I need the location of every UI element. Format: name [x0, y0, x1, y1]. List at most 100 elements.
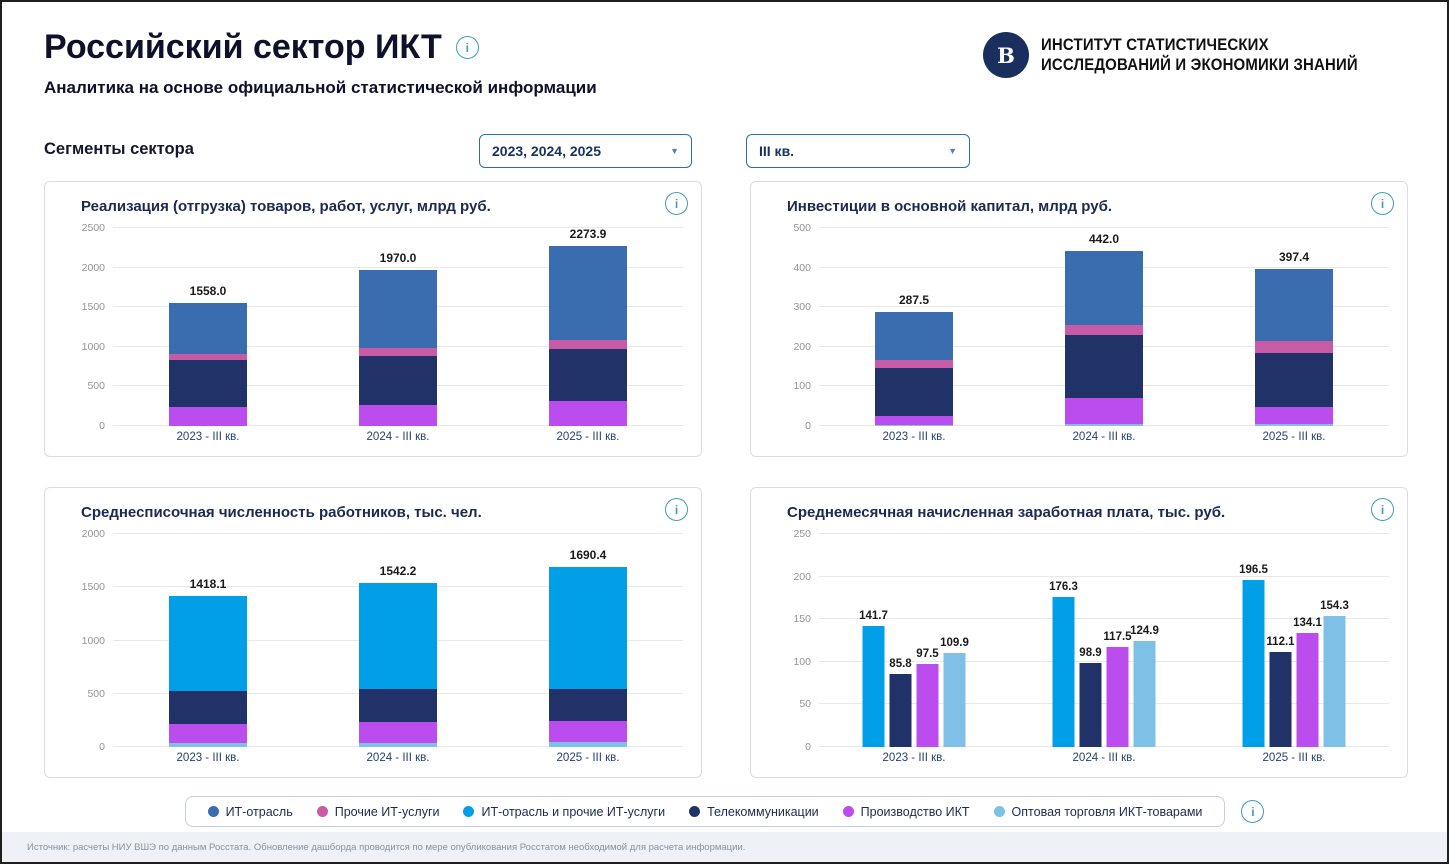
info-icon[interactable]: i	[665, 498, 688, 521]
bar-segment-it_industry[interactable]	[359, 269, 437, 349]
chart-title: Инвестиции в основной капитал, млрд руб.	[787, 198, 1113, 215]
bar-wrap: 196.5	[1239, 534, 1268, 747]
bar-segment-ict_manufacturing[interactable]	[169, 723, 247, 743]
bar-segment-ict_manufacturing[interactable]	[1255, 407, 1333, 425]
bar-segment-ict_wholesale[interactable]	[359, 742, 437, 747]
bar-ict_manufacturing[interactable]	[1296, 632, 1319, 747]
info-icon[interactable]: i	[1371, 498, 1394, 521]
bar-segment-telecom[interactable]	[169, 690, 247, 724]
bar-total-label: 1690.4	[569, 547, 607, 562]
bar-segment-ict_wholesale[interactable]	[1255, 424, 1333, 426]
bar-segment-telecom[interactable]	[1065, 334, 1143, 398]
bar-segment-other_it[interactable]	[549, 340, 627, 350]
card-revenue: Реализация (отгрузка) товаров, работ, ус…	[44, 181, 702, 457]
gridline	[819, 746, 1389, 747]
bar-segment-it_industry[interactable]	[1065, 250, 1143, 325]
bar-segment-telecom[interactable]	[875, 368, 953, 416]
bar-segment-ict_manufacturing[interactable]	[549, 720, 627, 743]
legend-item[interactable]: Оптовая торговля ИКТ-товарами	[993, 805, 1202, 819]
stacked-bar	[1255, 228, 1333, 426]
plot-area: 1418.1 1542.2 1690.4	[113, 533, 683, 747]
quarter-select[interactable]: III кв. ▼	[746, 134, 970, 168]
years-select[interactable]: 2023, 2024, 2025 ▼	[479, 134, 692, 168]
bar-it_and_other[interactable]	[1242, 579, 1265, 747]
bar-segment-ict_manufacturing[interactable]	[1065, 397, 1143, 425]
legend-item[interactable]: Производство ИКТ	[842, 805, 970, 819]
y-axis-tick: 200	[793, 340, 811, 353]
bar-segment-ict_wholesale[interactable]	[549, 742, 627, 747]
bar-segment-ict_manufacturing[interactable]	[359, 405, 437, 426]
bar-segment-telecom[interactable]	[359, 356, 437, 406]
bar-segment-ict_manufacturing[interactable]	[549, 400, 627, 426]
bar-segment-ict_manufacturing[interactable]	[875, 415, 953, 425]
bar-segment-ict_manufacturing[interactable]	[169, 407, 247, 426]
bar-segment-it_and_other[interactable]	[359, 582, 437, 690]
bar-wrap: 154.3	[1320, 534, 1349, 747]
bar-wrap: 85.8	[889, 534, 912, 747]
bar-segment-other_it[interactable]	[169, 354, 247, 361]
y-axis-tick: 500	[87, 687, 105, 700]
bar-segment-other_it[interactable]	[359, 348, 437, 357]
bar-segment-ict_wholesale[interactable]	[1065, 424, 1143, 426]
info-icon[interactable]: i	[665, 192, 688, 215]
y-axis-tick: 100	[793, 655, 811, 668]
bar-segment-telecom[interactable]	[169, 360, 247, 407]
gridline	[819, 660, 1389, 662]
bar-ict_manufacturing[interactable]	[1106, 646, 1129, 747]
bar-segment-telecom[interactable]	[359, 689, 437, 723]
headcount-chart: 0 500 1000 1500 2000 1418.1 1542.2 1690.4 2023…	[75, 528, 683, 769]
bar-group: 141.7 85.8 97.5 109.9	[819, 534, 1009, 747]
bar-telecom[interactable]	[1269, 651, 1292, 747]
plot-area: 141.7 85.8 97.5 109.9 176.3 98.9 117.5 124.9 196…	[819, 533, 1389, 747]
bar-segment-it_industry[interactable]	[875, 312, 953, 361]
bar-ict_manufacturing[interactable]	[916, 663, 939, 747]
stacked-bar	[1065, 228, 1143, 426]
bar-ict_wholesale[interactable]	[1323, 615, 1346, 747]
bar-wrap: 117.5	[1103, 534, 1132, 747]
bar-value-label: 196.5	[1239, 563, 1268, 576]
bar-segment-other_it[interactable]	[875, 360, 953, 369]
bar-telecom[interactable]	[1079, 662, 1102, 747]
bar-segment-telecom[interactable]	[1255, 353, 1333, 408]
gridline	[819, 618, 1389, 620]
legend-item[interactable]: Прочие ИТ-услуги	[316, 805, 439, 819]
bar-segment-other_it[interactable]	[1065, 324, 1143, 335]
legend-info-icon[interactable]: i	[1241, 800, 1265, 823]
bar-telecom[interactable]	[889, 673, 912, 747]
bar-segment-it_industry[interactable]	[169, 302, 247, 355]
org-name: ИНСТИТУТ СТАТИСТИЧЕСКИХ ИССЛЕДОВАНИЙ И Э…	[1041, 35, 1358, 75]
bar-segment-other_it[interactable]	[1255, 341, 1333, 354]
bar-it_and_other[interactable]	[1052, 596, 1075, 747]
bar-it_and_other[interactable]	[862, 626, 885, 747]
y-axis-tick: 50	[799, 698, 811, 711]
bar-total-label: 397.4	[1278, 249, 1310, 264]
legend-item[interactable]: ИТ-отрасль и прочие ИТ-услуги	[463, 805, 665, 819]
bar-group: 2273.9	[493, 227, 683, 426]
info-icon[interactable]: i	[1371, 192, 1394, 215]
bar-group: 1418.1	[113, 534, 303, 747]
bar-segment-it_industry[interactable]	[549, 245, 627, 341]
bar-segment-ict_wholesale[interactable]	[169, 742, 247, 747]
legend-label: Телекоммуникации	[707, 804, 819, 819]
legend-item[interactable]: Телекоммуникации	[689, 805, 819, 819]
bar-segment-it_and_other[interactable]	[549, 566, 627, 689]
legend-item[interactable]: ИТ-отрасль	[207, 805, 293, 819]
bar-total-label: 1418.1	[189, 576, 227, 591]
bar-segment-it_industry[interactable]	[1255, 268, 1333, 342]
bar-wrap: 124.9	[1130, 534, 1159, 747]
bar-ict_wholesale[interactable]	[943, 653, 966, 747]
bar-ict_wholesale[interactable]	[1133, 640, 1156, 747]
gridline	[819, 703, 1389, 705]
bar-wrap: 134.1	[1293, 534, 1322, 747]
page-title-text: Российский сектор ИКТ	[44, 28, 442, 66]
bar-segment-ict_manufacturing[interactable]	[359, 722, 437, 743]
bar-value-label: 124.9	[1130, 624, 1159, 637]
page-info-icon[interactable]: i	[455, 36, 479, 59]
bar-segment-telecom[interactable]	[549, 349, 627, 401]
org-name-line1: ИНСТИТУТ СТАТИСТИЧЕСКИХ	[1040, 34, 1269, 54]
y-axis-tick: 1500	[81, 581, 105, 594]
bar-segment-it_and_other[interactable]	[169, 595, 247, 691]
bar-segment-telecom[interactable]	[549, 688, 627, 721]
legend-dot-icon	[207, 806, 219, 817]
bar-segment-ict_wholesale[interactable]	[875, 424, 953, 426]
